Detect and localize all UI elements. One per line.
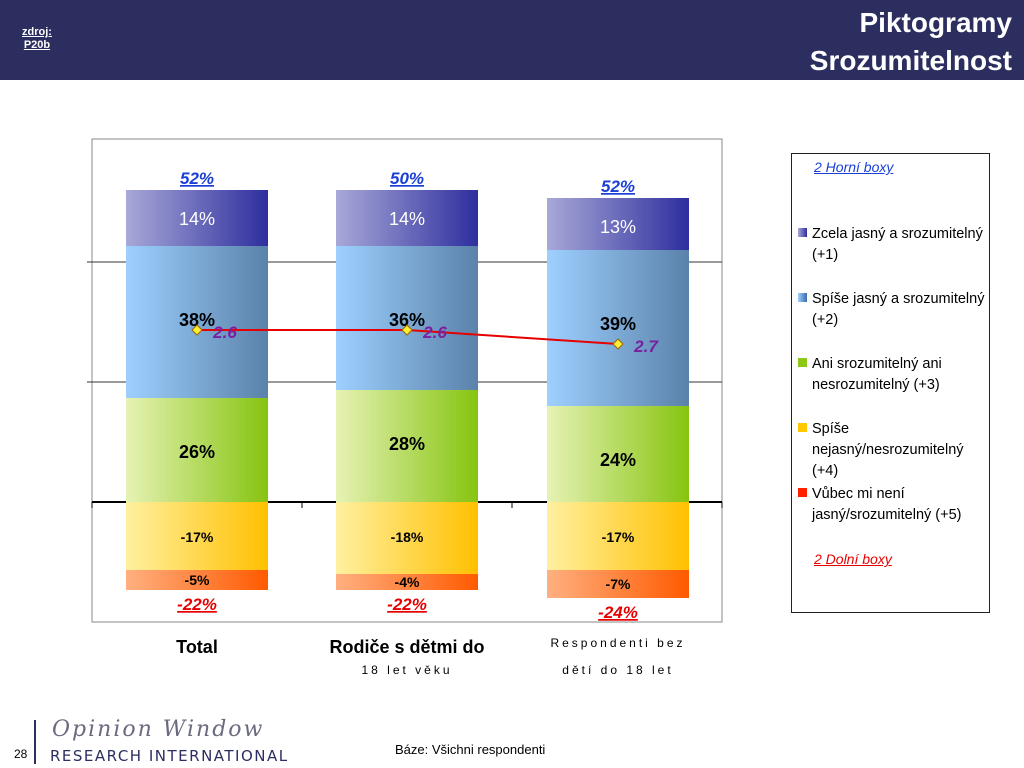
bars-group xyxy=(126,190,689,598)
value-label-s0-c0: 14% xyxy=(179,209,215,229)
value-label-s2-c1: 28% xyxy=(389,434,425,454)
mean-label-c0: 2.6 xyxy=(212,323,237,342)
top-box-label-c1: 50% xyxy=(390,169,424,188)
legend-swatch-s3 xyxy=(798,423,807,432)
legend-text-s3: Spíše nejasný/nesrozumitelný (+4) xyxy=(812,421,964,479)
legend-top-box-label: 2 Horní boxy xyxy=(814,159,894,175)
bottom-box-label-c1: -22% xyxy=(387,595,427,614)
value-label-s1-c2: 39% xyxy=(600,314,636,334)
legend-text-s4: Vůbec mi není jasný/srozumitelný (+5) xyxy=(812,486,962,523)
logo-opinion-window: Opinion Window xyxy=(52,717,265,742)
category-label-c2-line2: dětí do 18 let xyxy=(562,663,673,677)
logo-bar xyxy=(34,720,36,764)
legend-text-s1: Spíše jasný a srozumitelný (+2) xyxy=(812,291,985,328)
legend-text-s2: Ani srozumitelný ani nesrozumitelný (+3) xyxy=(812,356,942,393)
bar-s2-c1 xyxy=(336,390,478,502)
top-box-label-c0: 52% xyxy=(180,169,214,188)
legend-text-s0: Zcela jasný a srozumitelný (+1) xyxy=(812,226,983,263)
value-label-s2-c2: 24% xyxy=(600,450,636,470)
value-label-s1-c0: 38% xyxy=(179,310,215,330)
value-label-s3-c1: -18% xyxy=(391,529,424,545)
bar-s2-c2 xyxy=(547,406,689,502)
legend-bottom-box-label: 2 Dolní boxy xyxy=(814,551,892,567)
bar-s4-c1 xyxy=(336,574,478,590)
mean-label-c1: 2.6 xyxy=(422,323,447,342)
bar-s0-c0 xyxy=(126,190,268,246)
category-label-c2-line1: Respondenti bez xyxy=(550,636,685,650)
value-label-s4-c0: -5% xyxy=(185,572,210,588)
legend-swatch-s0 xyxy=(798,228,807,237)
value-label-s0-c2: 13% xyxy=(600,217,636,237)
mean-label-c2: 2.7 xyxy=(633,337,659,356)
page-title: Piktogramy Srozumitelnost xyxy=(810,4,1012,80)
value-label-s4-c2: -7% xyxy=(606,576,631,592)
base-note: Báze: Všichni respondenti xyxy=(395,742,546,757)
bar-s4-c2 xyxy=(547,570,689,598)
mean-point-c1 xyxy=(401,324,413,336)
top-box-label-c2: 52% xyxy=(601,177,635,196)
value-label-s1-c1: 36% xyxy=(389,310,425,330)
value-label-s3-c2: -17% xyxy=(602,529,635,545)
bar-s0-c2 xyxy=(547,198,689,250)
bar-s4-c0 xyxy=(126,570,268,590)
bar-s0-c1 xyxy=(336,190,478,246)
title-line-1: Piktogramy xyxy=(859,7,1013,38)
mean-point-c2 xyxy=(612,338,624,350)
legend-swatch-s2 xyxy=(798,358,807,367)
mean-point-c0 xyxy=(191,324,203,336)
source-code: P20b xyxy=(23,39,51,51)
category-label-c0-line1: Total xyxy=(176,637,218,657)
bottom-box-label-c2: -24% xyxy=(598,603,638,622)
page-number: 28 xyxy=(14,747,28,761)
value-label-s0-c1: 14% xyxy=(389,209,425,229)
mean-line-group: 2.6 2.6 2.7 xyxy=(191,323,659,356)
title-line-2: Srozumitelnost xyxy=(809,45,1012,76)
source-label: zdroj: xyxy=(22,26,52,38)
value-label-s2-c0: 26% xyxy=(179,442,215,462)
bar-s3-c0 xyxy=(126,502,268,570)
category-label-c1-line1: Rodiče s dětmi do xyxy=(329,637,484,657)
header-bar: zdroj: P20b Piktogramy Srozumitelnost xyxy=(0,0,1024,80)
bar-s1-c2 xyxy=(547,250,689,406)
labels-group: 14% 38% 26% -17% -5% 52% -22% 14% 36% 28% -18% -4% 5… xyxy=(177,169,638,622)
legend-swatch-s1 xyxy=(798,293,807,302)
logo-research-international: RESEARCH INTERNATIONAL xyxy=(50,747,289,765)
category-labels-group: Total Rodiče s dětmi do 18 let věku Respond… xyxy=(176,636,685,677)
source-link[interactable]: zdroj: P20b xyxy=(22,26,52,52)
plot-border xyxy=(91,138,723,623)
category-label-c1-line2: 18 let věku xyxy=(361,663,452,677)
legend: 2 Horní boxy Zcela jasný a srozumitelný … xyxy=(791,153,990,613)
bar-s3-c1 xyxy=(336,502,478,574)
bar-s3-c2 xyxy=(547,502,689,570)
value-label-s3-c0: -17% xyxy=(181,529,214,545)
bar-s1-c1 xyxy=(336,246,478,390)
bar-s2-c0 xyxy=(126,398,268,502)
legend-swatch-s4 xyxy=(798,488,807,497)
bottom-box-label-c0: -22% xyxy=(177,595,217,614)
bar-s1-c0 xyxy=(126,246,268,398)
value-label-s4-c1: -4% xyxy=(395,574,420,590)
